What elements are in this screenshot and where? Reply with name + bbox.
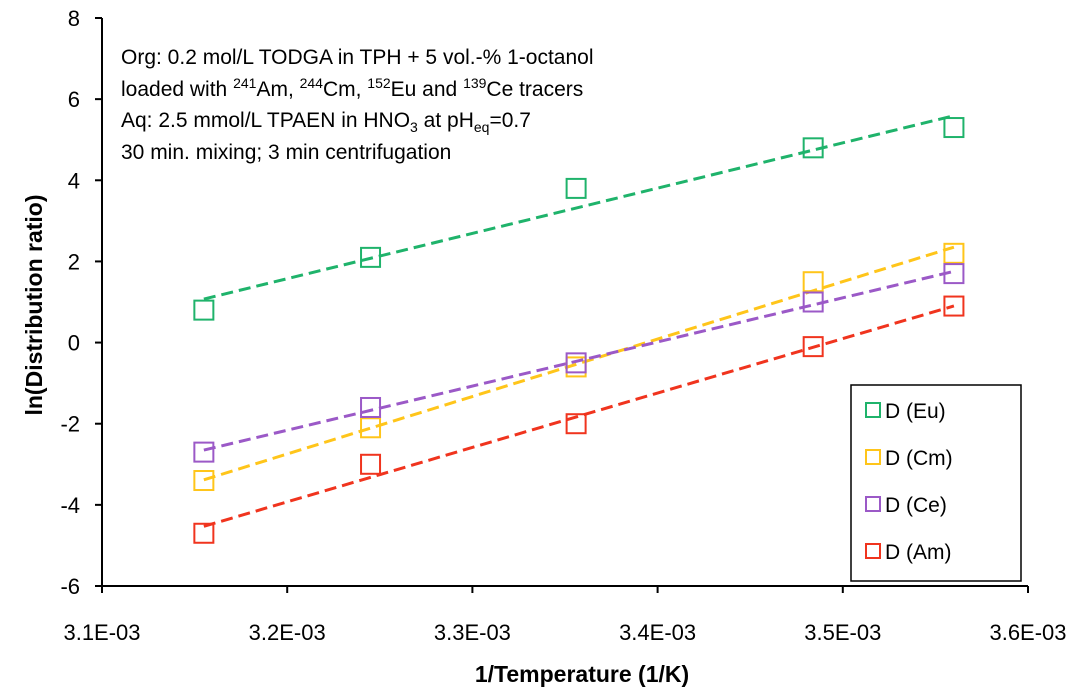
y-tick-label: 6 — [68, 87, 80, 112]
marker-2-2 — [565, 352, 587, 374]
annotation-text: 30 min. mixing; 3 min centrifugation — [121, 140, 452, 164]
trendline-2 — [203, 269, 955, 452]
marker-3-4 — [943, 295, 965, 317]
annotation-text: loaded with — [121, 77, 234, 101]
legend-label-2: D (Ce) — [885, 494, 947, 517]
marker-0-4 — [943, 117, 965, 139]
marker-0-3 — [802, 137, 824, 159]
legend-label-3: D (Am) — [885, 541, 952, 564]
marker-3-3 — [802, 336, 824, 358]
annotation-superscript: 244 — [299, 74, 323, 91]
x-tick-label: 3.4E-03 — [619, 620, 696, 645]
annotation-superscript: 241 — [233, 74, 257, 91]
x-tick-label: 3.2E-03 — [249, 620, 326, 645]
annotation-text: =0.7 — [489, 109, 531, 133]
y-tick-label: 2 — [68, 249, 80, 274]
legend-swatch-2 — [865, 496, 881, 512]
data-markers — [193, 117, 965, 544]
marker-2-1 — [360, 396, 382, 418]
annotation-text: at pH — [417, 109, 474, 133]
x-tick-label: 3.5E-03 — [804, 620, 881, 645]
axes: -6 -4 -2 0 2 4 6 8 3.1E-03 3.2E-03 3.3E-03 3.4E-03 3… — [60, 6, 1066, 645]
marker-3-0 — [193, 522, 215, 544]
x-tick-label: 3.3E-03 — [434, 620, 511, 645]
marker-1-4 — [943, 242, 965, 264]
annotation-superscript: 152 — [367, 74, 391, 91]
y-axis-title: ln(Distribution ratio) — [21, 194, 47, 415]
annotation-line-0: Org: 0.2 mol/L TODGA in TPH + 5 vol.-% 1… — [121, 42, 594, 74]
y-tick-label: 0 — [68, 331, 80, 356]
legend-swatch-0 — [865, 402, 881, 418]
trendline-3 — [203, 304, 955, 528]
marker-1-3 — [802, 271, 824, 293]
marker-2-0 — [193, 441, 215, 463]
marker-0-2 — [565, 177, 587, 199]
annotation-text: Cm, — [322, 77, 368, 101]
x-axis-title: 1/Temperature (1/K) — [475, 661, 689, 687]
legend-label-1: D (Cm) — [885, 447, 953, 470]
marker-0-1 — [360, 246, 382, 268]
legend-swatch-3 — [865, 543, 881, 559]
trendline-1 — [203, 245, 955, 482]
annotation-text: Org: 0.2 mol/L TODGA in TPH + 5 vol.-% 1… — [121, 46, 594, 69]
marker-3-1 — [360, 453, 382, 475]
annotation-subscript: 3 — [410, 119, 418, 136]
y-tick-label: -4 — [60, 493, 80, 518]
marker-0-0 — [193, 299, 215, 321]
x-tick-label: 3.1E-03 — [63, 620, 140, 645]
trendlines — [203, 114, 955, 528]
chart-annotation: Org: 0.2 mol/L TODGA in TPH + 5 vol.-% 1… — [121, 42, 594, 168]
y-tick-label: -2 — [60, 412, 80, 437]
annotation-text: Ce tracers — [486, 77, 584, 101]
annotation-line-3: 30 min. mixing; 3 min centrifugation — [121, 137, 594, 169]
annotation-text: Eu and — [390, 77, 464, 101]
x-tick-label: 3.6E-03 — [989, 620, 1066, 645]
legend-label-0: D (Eu) — [885, 400, 946, 423]
legend: D (Eu) D (Cm) D (Ce) D (Am) — [850, 384, 1022, 582]
y-tick-label: -6 — [60, 574, 80, 599]
marker-2-3 — [802, 291, 824, 313]
marker-1-0 — [193, 470, 215, 492]
y-tick-label: 4 — [68, 168, 80, 193]
annotation-line-2: Aq: 2.5 mmol/L TPAEN in HNO3 at pHeq=0.7 — [121, 105, 594, 137]
annotation-subscript: eq — [473, 119, 490, 136]
annotation-line-1: loaded with 241Am, 244Cm, 152Eu and 139C… — [121, 74, 594, 106]
marker-3-2 — [565, 413, 587, 435]
marker-2-4 — [943, 263, 965, 285]
trendline-0 — [203, 114, 955, 301]
y-tick-label: 8 — [68, 6, 80, 31]
annotation-text: Aq: 2.5 mmol/L TPAEN in HNO — [121, 109, 411, 133]
legend-swatch-1 — [865, 449, 881, 465]
annotation-text: Am, — [256, 77, 300, 101]
marker-1-1 — [360, 417, 382, 439]
annotation-superscript: 139 — [463, 74, 487, 91]
